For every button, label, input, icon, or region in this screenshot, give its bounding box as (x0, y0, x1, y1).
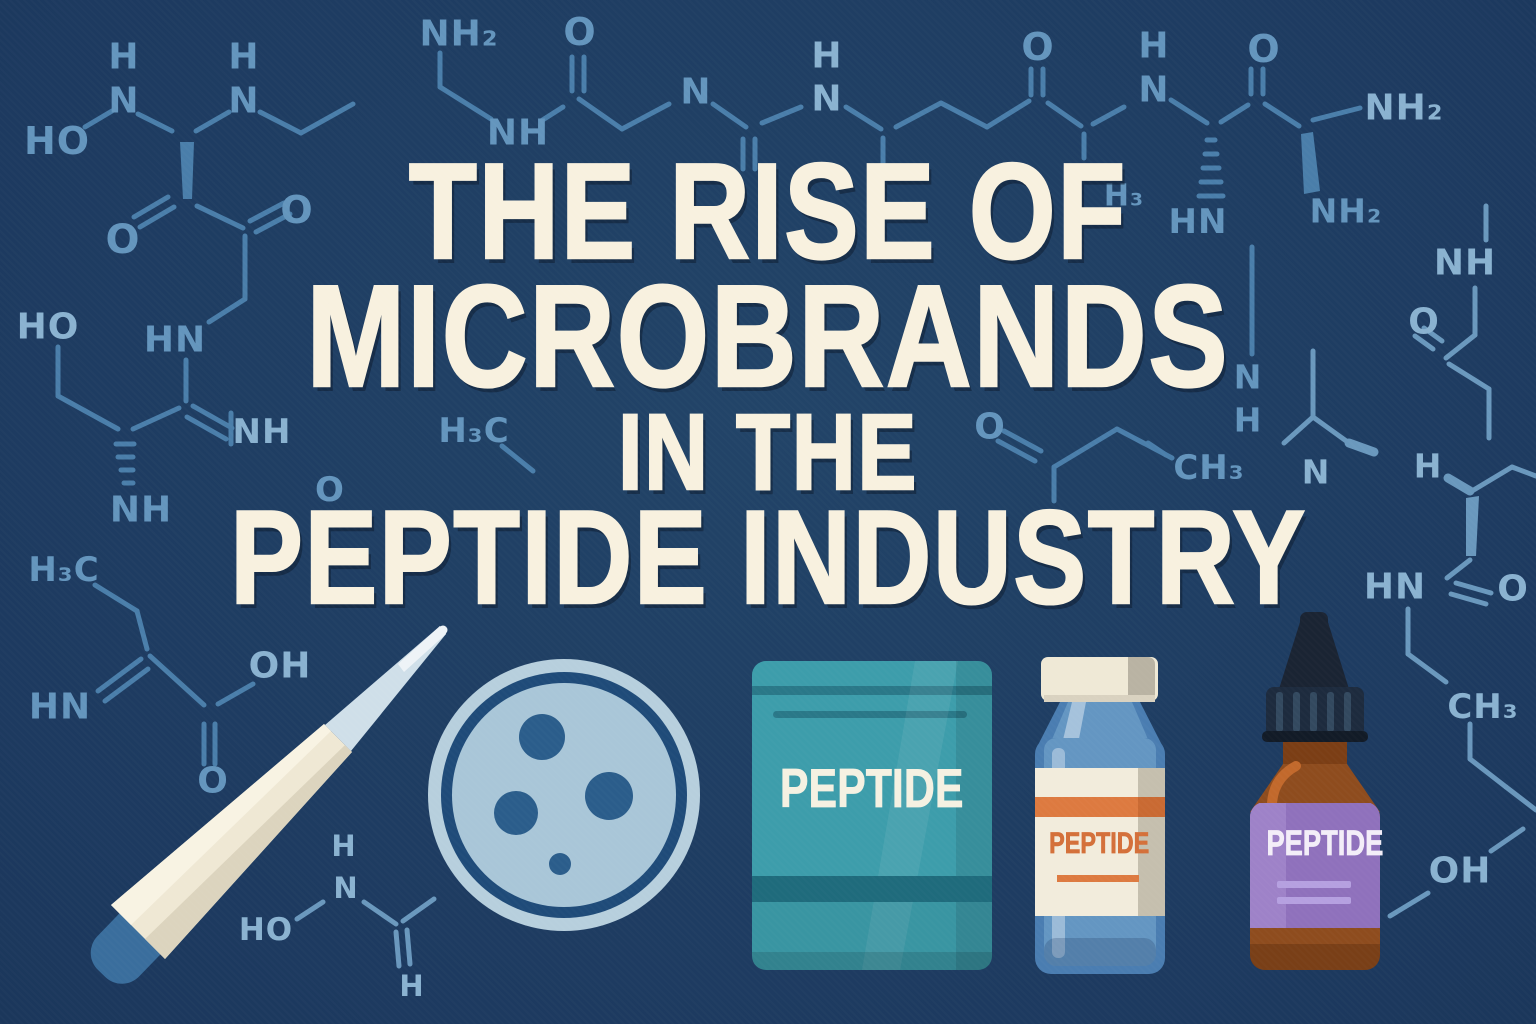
formula-label: NH₂ (1364, 87, 1444, 129)
formula-label: O (1021, 25, 1055, 69)
title-line-2: MICROBRANDS (0, 255, 1536, 417)
pouch-label-text: PEPTIDE (780, 757, 964, 819)
syringe-icon (90, 625, 448, 984)
peptide-vial-icon (1035, 657, 1165, 974)
petri-colonies (494, 714, 633, 875)
formula-label: H₃C (28, 550, 100, 590)
formula-label: N (1233, 357, 1263, 397)
dropper-label-text: PEPTIDE (1266, 824, 1384, 863)
dropper-bottle-icon (1250, 612, 1380, 970)
formula-label: O (563, 10, 597, 54)
formula-label: H (811, 35, 843, 77)
formula-label: H (331, 829, 357, 863)
formula-label: HO (238, 912, 294, 948)
formula-label: N (811, 78, 843, 120)
formula-label: NH₂ (419, 13, 499, 55)
title-line-3-text: IN THE (617, 391, 919, 512)
bond-wedge (180, 142, 194, 199)
formula-label: O (1247, 27, 1281, 71)
title-line-4-text: PEPTIDE INDUSTRY (229, 484, 1307, 632)
formula-label: NH (486, 112, 550, 154)
vial-label-text: PEPTIDE (1049, 827, 1150, 860)
formula-label: H (108, 36, 140, 78)
formula-label: HN (28, 686, 92, 728)
formula-label: H (228, 36, 260, 78)
formula-label: O (280, 188, 314, 232)
formula-label: H (1233, 400, 1263, 440)
formula-label: NH (232, 412, 292, 452)
formula-label: HN (143, 319, 207, 361)
formula-label: N (228, 80, 260, 122)
formula-label: O (974, 406, 1006, 448)
formula-label: NH (109, 489, 173, 531)
dropper-label: PEPTIDE (1250, 824, 1384, 863)
title-line-3: IN THE (0, 391, 1536, 512)
formula-label: HO (16, 306, 80, 348)
formula-label: HO (23, 119, 91, 163)
formula-label: H₃C (438, 411, 510, 451)
formula-label: N (108, 80, 140, 122)
formula-label: N (680, 71, 712, 113)
formula-label: CH₃ (1173, 448, 1245, 488)
formula-label: N (1301, 452, 1331, 492)
formula-label: O (1408, 301, 1440, 343)
title-line-2-text: MICROBRANDS (305, 255, 1230, 417)
formula-label: H (399, 969, 425, 1003)
formula-label: N (333, 871, 359, 905)
formula-label: HN (1363, 566, 1427, 608)
title-line-1-text: THE RISE OF (408, 135, 1128, 287)
chemical-bonds (55, 50, 1363, 767)
peptide-pouch-icon (752, 661, 992, 970)
formula-label: O (105, 217, 141, 263)
formula-label: CH₃ (1447, 687, 1519, 727)
formula-label: O (1497, 568, 1529, 610)
formula-label: OH (1428, 850, 1492, 892)
chemical-bonds-bright (294, 203, 1536, 969)
petri-dish-icon (428, 659, 700, 931)
bond-wedge (1466, 496, 1479, 556)
formula-label: O (315, 470, 345, 510)
formula-label: HN (1168, 202, 1228, 242)
pouch-label: PEPTIDE (752, 757, 992, 819)
title-line-4: PEPTIDE INDUSTRY (0, 484, 1536, 632)
formula-label: H₃ (1103, 178, 1145, 214)
formula-label: NH (1433, 242, 1497, 284)
formula-label: H (1413, 446, 1443, 486)
bond-wedge (1301, 132, 1320, 194)
formula-label: OH (248, 645, 312, 687)
formula-label: NH₂ (1309, 191, 1383, 231)
formula-label: N (1138, 69, 1170, 111)
formula-label: H (1138, 25, 1170, 67)
vial-label: PEPTIDE (1035, 828, 1150, 859)
formula-label: O (197, 760, 229, 802)
title-line-1: THE RISE OF (0, 135, 1536, 287)
